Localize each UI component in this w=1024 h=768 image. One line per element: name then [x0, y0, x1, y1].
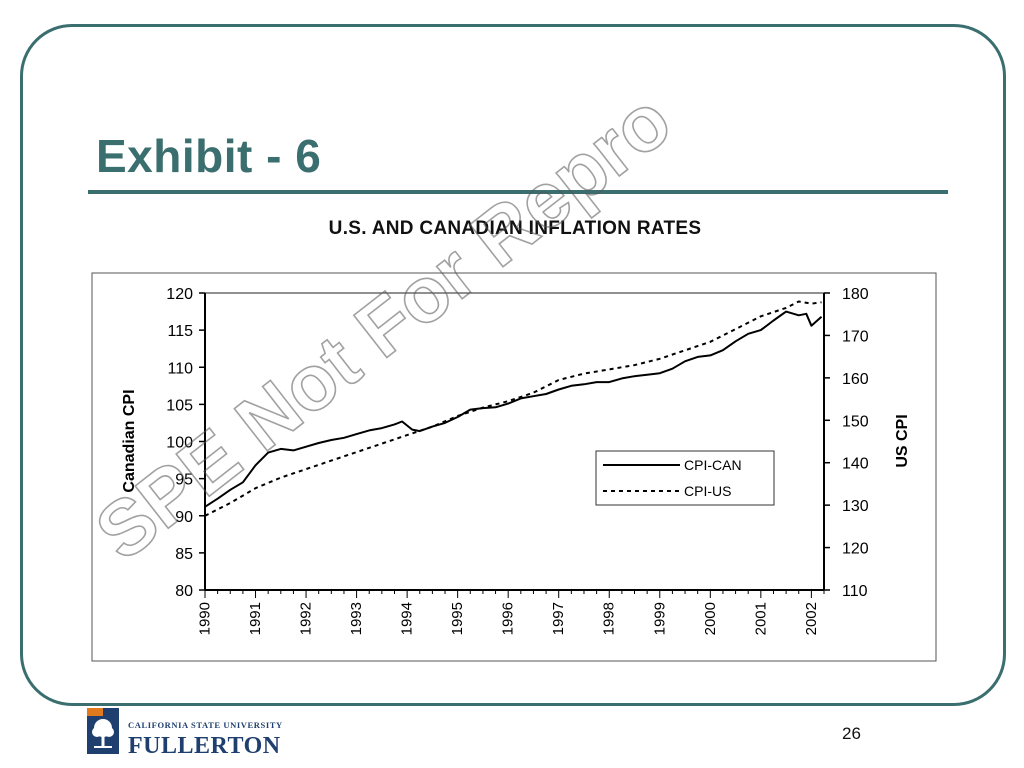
chart-series [204, 300, 823, 517]
y-tick-label-left: 100 [166, 435, 193, 452]
y-tick-label-right: 120 [842, 541, 869, 558]
x-tick-label: 1997 [550, 602, 567, 635]
y-tick-label-left: 85 [175, 546, 193, 563]
university-logo: CALIFORNIA STATE UNIVERSITY FULLERTON [86, 706, 316, 762]
x-tick-label: 1999 [651, 602, 668, 635]
y-tick-label-right: 160 [842, 371, 869, 388]
chart-area-border [91, 272, 937, 662]
series-line-cpi-us [204, 300, 822, 517]
y-tick-label-left: 80 [175, 583, 193, 600]
page-number: 26 [842, 724, 861, 743]
y-tick-label-left: 90 [175, 509, 193, 526]
y-tick-label-left: 105 [166, 397, 193, 414]
x-tick-label: 1995 [449, 602, 466, 635]
x-tick-label: 1994 [399, 602, 416, 635]
y-axis-label-right: US CPI [894, 414, 911, 467]
legend-box [595, 450, 775, 506]
y-axis-label-left: Canadian CPI [121, 389, 138, 492]
title-divider [88, 190, 948, 194]
y-tick-label-right: 150 [842, 413, 869, 430]
x-tick-label: 2001 [752, 602, 769, 635]
y-tick-label-right: 130 [842, 498, 869, 515]
x-tick-label: 2002 [803, 602, 820, 635]
x-tick-label: 1993 [348, 602, 365, 635]
x-tick-label: 1990 [197, 602, 214, 635]
x-tick-label: 1992 [298, 602, 315, 635]
chart-title: U.S. AND CANADIAN INFLATION RATES [328, 218, 702, 239]
legend-label-cpi-us: CPI-US [684, 483, 731, 499]
y-tick-label-left: 95 [175, 472, 193, 489]
series-line-cpi-can [204, 310, 823, 508]
y-tick-label-right: 140 [842, 456, 869, 473]
y-tick-label-right: 170 [842, 328, 869, 345]
slide-frame [20, 24, 1006, 706]
x-tick-label: 1991 [247, 602, 264, 635]
chart-axes: 80 85 90 95 100 105 110 115 120 110 120 130 140 150 16… [166, 286, 869, 635]
y-tick-label-left: 120 [166, 286, 193, 303]
y-tick-label-left: 115 [167, 323, 193, 340]
slide-title: Exhibit - 6 [96, 130, 322, 182]
x-tick-label: 1996 [500, 602, 517, 635]
logo-university-text: CALIFORNIA STATE UNIVERSITY [128, 720, 283, 730]
x-tick-label: 1998 [601, 602, 618, 635]
logo-campus-text: FULLERTON [128, 733, 281, 759]
y-tick-label-right: 110 [842, 583, 868, 600]
y-tick-label-right: 180 [842, 286, 869, 303]
chart-legend: CPI-CAN CPI-US [595, 450, 775, 506]
y-tick-label-left: 110 [167, 360, 193, 377]
x-tick-label: 2000 [702, 602, 719, 635]
legend-label-cpi-can: CPI-CAN [684, 457, 742, 473]
tree-icon [87, 708, 119, 754]
